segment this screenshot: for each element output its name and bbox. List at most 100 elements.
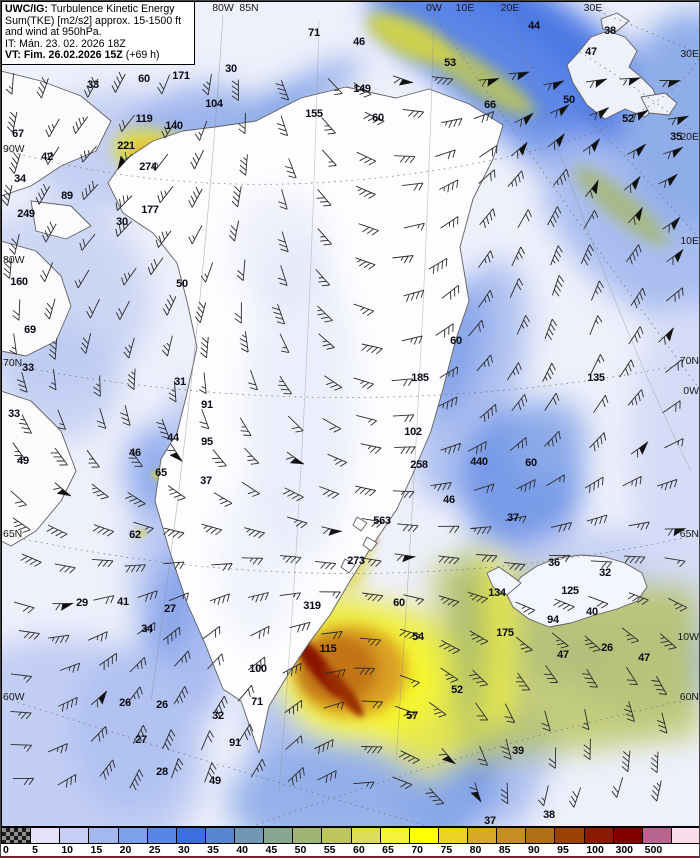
station-value: 104 — [205, 98, 223, 110]
station-value: 41 — [117, 596, 129, 608]
station-value: 62 — [129, 529, 141, 541]
colorbar-cell — [409, 828, 439, 843]
colorbar-cell — [468, 828, 498, 843]
colorbar-tick: 70 — [411, 844, 424, 856]
station-value: 60 — [372, 112, 384, 124]
graticule-label: 20E — [500, 2, 520, 14]
map-area: 44 71 38 46 47 53 30 171 60 33 149 50 66 104 155 60 52 11… — [1, 1, 699, 827]
station-value: 52 — [622, 113, 634, 125]
colorbar-tick: 15 — [90, 844, 103, 856]
colorbar-tick: 90 — [528, 844, 540, 856]
station-value: 26 — [119, 697, 131, 709]
colorbar-tick: 55 — [323, 844, 336, 856]
colorbar-cell — [380, 828, 410, 843]
graticule — [1, 8, 699, 827]
graticule-label: 80W — [212, 2, 234, 14]
colorbar-tick: 60 — [353, 844, 365, 856]
station-value: 53 — [444, 57, 456, 69]
colorbar-cell — [118, 828, 148, 843]
map-border — [1, 1, 699, 827]
station-value: 46 — [443, 494, 455, 506]
colorbar-tick: 100 — [586, 844, 604, 856]
colorbar-cell — [89, 828, 119, 843]
station-value: 54 — [412, 631, 424, 643]
station-value: 33 — [22, 362, 34, 374]
station-value: 71 — [308, 27, 320, 39]
station-value: 27 — [164, 603, 176, 615]
station-value: 94 — [547, 614, 559, 626]
colorbar-cell — [642, 828, 672, 843]
colorbar-tick: 30 — [178, 844, 190, 856]
colorbar-cell — [526, 828, 556, 843]
station-value: 34 — [14, 173, 26, 185]
tke-map-canvas — [1, 1, 699, 827]
station-value: 49 — [17, 455, 29, 467]
station-value: 115 — [319, 643, 337, 655]
station-value: 175 — [496, 627, 514, 639]
graticule-label: 90W — [3, 143, 25, 155]
station-value: 30 — [116, 216, 128, 228]
colorbar-tick: 80 — [469, 844, 482, 856]
station-value: 65 — [155, 467, 167, 479]
title-line-4: IT: Mán. 23. 02. 2026 18Z — [5, 37, 126, 50]
station-value: 34 — [141, 623, 153, 635]
station-value: 29 — [76, 597, 88, 609]
station-value: 134 — [488, 587, 506, 599]
title-line-3: and wind at 950hPa. — [5, 26, 102, 39]
station-value: 440 — [470, 456, 488, 468]
colorbar-tick: 45 — [265, 844, 278, 856]
station-value: 100 — [249, 663, 267, 675]
station-value: 66 — [484, 99, 496, 111]
station-value: 33 — [8, 408, 20, 420]
station-value: 274 — [139, 161, 157, 173]
colorbar-tick: 50 — [294, 844, 307, 856]
station-value: 60 — [450, 335, 462, 347]
station-value: 60 — [138, 73, 150, 85]
station-value: 119 — [135, 113, 153, 125]
station-value: 46 — [353, 36, 365, 48]
station-value: 44 — [167, 432, 179, 444]
colorbar-tick: 65 — [382, 844, 394, 856]
colorbar-tick: 85 — [498, 844, 511, 856]
station-value: 40 — [586, 606, 598, 618]
station-value: 26 — [156, 699, 168, 711]
wind-barb-strokes — [1, 71, 689, 808]
colorbar-cell — [205, 828, 235, 843]
station-value: 36 — [548, 557, 560, 569]
graticule-label: 60W — [3, 691, 25, 703]
station-value: 52 — [451, 684, 463, 696]
station-value: 50 — [176, 278, 188, 290]
station-value: 135 — [587, 372, 605, 384]
station-value: 39 — [512, 745, 524, 757]
graticule-label: 65N — [3, 528, 23, 540]
station-value: 185 — [411, 372, 429, 384]
station-value: 125 — [561, 585, 579, 597]
station-value: 273 — [347, 555, 365, 567]
graticule-label: 10E — [455, 2, 475, 14]
station-value: 249 — [17, 208, 35, 220]
station-value: 60 — [525, 457, 537, 469]
station-value: 35 — [670, 131, 682, 143]
colorbar-tick: 10 — [61, 844, 74, 856]
station-value: 47 — [557, 649, 569, 661]
station-value: 47 — [585, 46, 597, 58]
graticule-label: 0W — [426, 2, 442, 14]
colorbar-cell — [176, 828, 206, 843]
station-value: 221 — [117, 140, 135, 152]
station-value: 71 — [251, 696, 263, 708]
graticule-label: 10E — [680, 235, 699, 247]
colorbar-cells — [1, 827, 699, 844]
station-value: 32 — [212, 710, 224, 722]
station-value: 42 — [41, 151, 53, 163]
station-value: 37 — [200, 475, 212, 487]
colorbar-cell — [264, 828, 294, 843]
colorbar-cell — [613, 828, 643, 843]
station-value: 155 — [305, 108, 323, 120]
ellesmere-coastline — [1, 70, 112, 197]
station-value: 91 — [201, 399, 213, 411]
colorbar-tick: 35 — [207, 844, 219, 856]
colorbar-tick: 300 — [615, 844, 634, 856]
colorbar-cell — [351, 828, 381, 843]
station-value: 30 — [225, 63, 237, 75]
